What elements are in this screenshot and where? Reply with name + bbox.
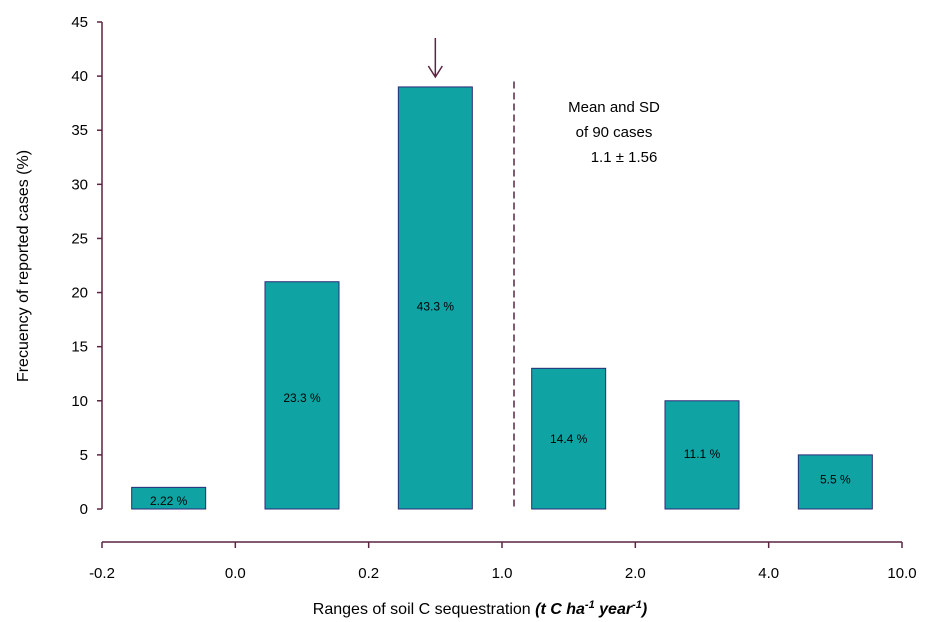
bar-label: 23.3 % — [283, 391, 321, 405]
x-axis-units-sup: -1 — [632, 599, 642, 611]
x-tick-label: 1.0 — [492, 565, 513, 582]
x-axis-title: Ranges of soil C sequestration (t C ha-1… — [313, 599, 647, 618]
arrow-head — [427, 65, 443, 79]
x-axis-units: (t C ha — [535, 601, 585, 618]
x-tick-label: 10.0 — [887, 565, 916, 582]
y-tick-label: 30 — [71, 176, 88, 193]
bar — [264, 281, 340, 510]
y-tick-label: 35 — [71, 122, 88, 139]
mean-sd-annotation: Mean and SD — [568, 99, 660, 116]
y-tick-label: 5 — [80, 447, 88, 464]
bar — [531, 367, 607, 510]
y-tick-label: 45 — [71, 14, 88, 31]
x-tick-label: 4.0 — [758, 565, 779, 582]
x-axis-units-sup: -1 — [585, 599, 595, 611]
x-axis-title-text: Ranges of soil C sequestration — [313, 601, 535, 618]
x-tick-label: 0.0 — [225, 565, 246, 582]
y-tick-label: 0 — [80, 501, 88, 518]
bar — [131, 486, 207, 510]
x-axis-units: ) — [640, 601, 647, 618]
y-tick-label: 25 — [71, 230, 88, 247]
bar — [397, 86, 473, 510]
x-tick-label: -0.2 — [89, 565, 115, 582]
bar-label: 43.3 % — [417, 300, 455, 314]
y-tick-label: 10 — [71, 393, 88, 410]
y-axis-title: Frecuency of reported cases (%) — [15, 150, 32, 382]
x-tick-label: 2.0 — [625, 565, 646, 582]
x-tick-label: 0.2 — [358, 565, 379, 582]
bar — [797, 454, 873, 510]
bar-label: 11.1 % — [684, 447, 721, 461]
x-axis-units: year — [595, 601, 633, 618]
y-tick-label: 20 — [71, 285, 88, 302]
bar — [664, 400, 740, 510]
bar-label: 2.22 % — [150, 494, 188, 508]
y-tick-label: 15 — [71, 339, 88, 356]
bar-label: 14.4 % — [550, 432, 588, 446]
mean-sd-annotation: 1.1 ± 1.56 — [591, 149, 658, 166]
bar-label: 5.5 % — [820, 473, 851, 487]
mean-sd-annotation: of 90 cases — [576, 124, 653, 141]
y-tick-label: 40 — [71, 68, 88, 85]
